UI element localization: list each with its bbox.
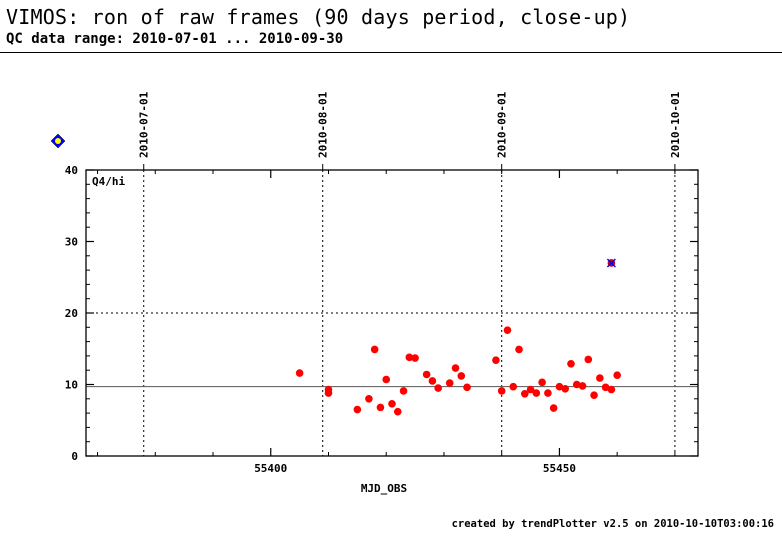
data-point — [382, 375, 391, 384]
y-tick-label: 10 — [65, 379, 78, 392]
data-point — [393, 407, 402, 416]
data-point — [405, 353, 414, 362]
data-point — [613, 371, 621, 380]
chart-title: VIMOS: ron of raw frames (90 days period… — [6, 5, 631, 29]
data-point — [503, 326, 512, 334]
data-point — [365, 395, 373, 403]
data-point — [509, 382, 518, 391]
data-point — [376, 403, 385, 412]
data-point — [295, 369, 304, 377]
y-tick-label: 20 — [65, 307, 78, 320]
data-point — [549, 404, 558, 412]
date-label: 2010-07-01 — [138, 91, 151, 158]
title-divider — [0, 52, 782, 53]
data-point — [451, 364, 460, 372]
diamond-marker-icon — [50, 133, 66, 149]
axes: 0 10 20 30 40 55400 55450 — [65, 164, 699, 475]
x-tick-label: 55450 — [543, 462, 576, 475]
data-point — [561, 384, 570, 393]
data-point — [370, 345, 379, 354]
data-point — [411, 354, 419, 362]
data-point — [434, 384, 442, 392]
footer-credit: created by trendPlotter v2.5 on 2010-10-… — [451, 518, 774, 530]
date-markers: 2010-07-01 2010-08-01 2010-09-01 2010-10-01 — [138, 91, 682, 456]
data-point — [526, 385, 535, 394]
diamond-center — [55, 138, 61, 144]
data-point — [544, 389, 552, 397]
data-point — [324, 389, 333, 397]
panel-label: Q4/hi — [92, 175, 125, 188]
y-tick-label: 0 — [71, 450, 78, 463]
data-point — [428, 377, 437, 385]
data-point — [572, 380, 581, 389]
data-point — [538, 378, 546, 387]
y-tick-label: 40 — [65, 164, 78, 177]
outlier-cross-marker — [606, 258, 616, 268]
data-point — [596, 374, 604, 382]
y-tick-label: 30 — [65, 236, 78, 249]
data-point — [353, 405, 362, 414]
data-point — [497, 387, 506, 395]
data-point — [532, 389, 541, 397]
reference-lines — [86, 312, 698, 388]
data-point — [422, 370, 431, 379]
data-point — [555, 382, 564, 391]
data-point — [601, 383, 610, 392]
data-point — [607, 385, 616, 394]
data-point — [515, 345, 523, 354]
data-point — [463, 383, 471, 392]
data-point — [584, 355, 593, 364]
date-label: 2010-08-01 — [317, 91, 330, 158]
date-label: 2010-09-01 — [496, 91, 509, 158]
data-point — [578, 382, 587, 390]
data-point — [567, 359, 575, 368]
x-axis-title: MJD_OBS — [361, 482, 407, 495]
data-point — [388, 400, 396, 408]
data-point — [520, 389, 529, 398]
data-point — [445, 379, 454, 387]
data-point — [399, 387, 408, 395]
date-label: 2010-10-01 — [669, 91, 682, 158]
data-points — [295, 258, 621, 416]
data-point — [590, 391, 598, 400]
data-point — [492, 356, 500, 364]
data-point — [457, 372, 466, 380]
x-tick-label: 55400 — [254, 462, 287, 475]
chart-subtitle: QC data range: 2010-07-01 ... 2010-09-30 — [6, 31, 344, 47]
